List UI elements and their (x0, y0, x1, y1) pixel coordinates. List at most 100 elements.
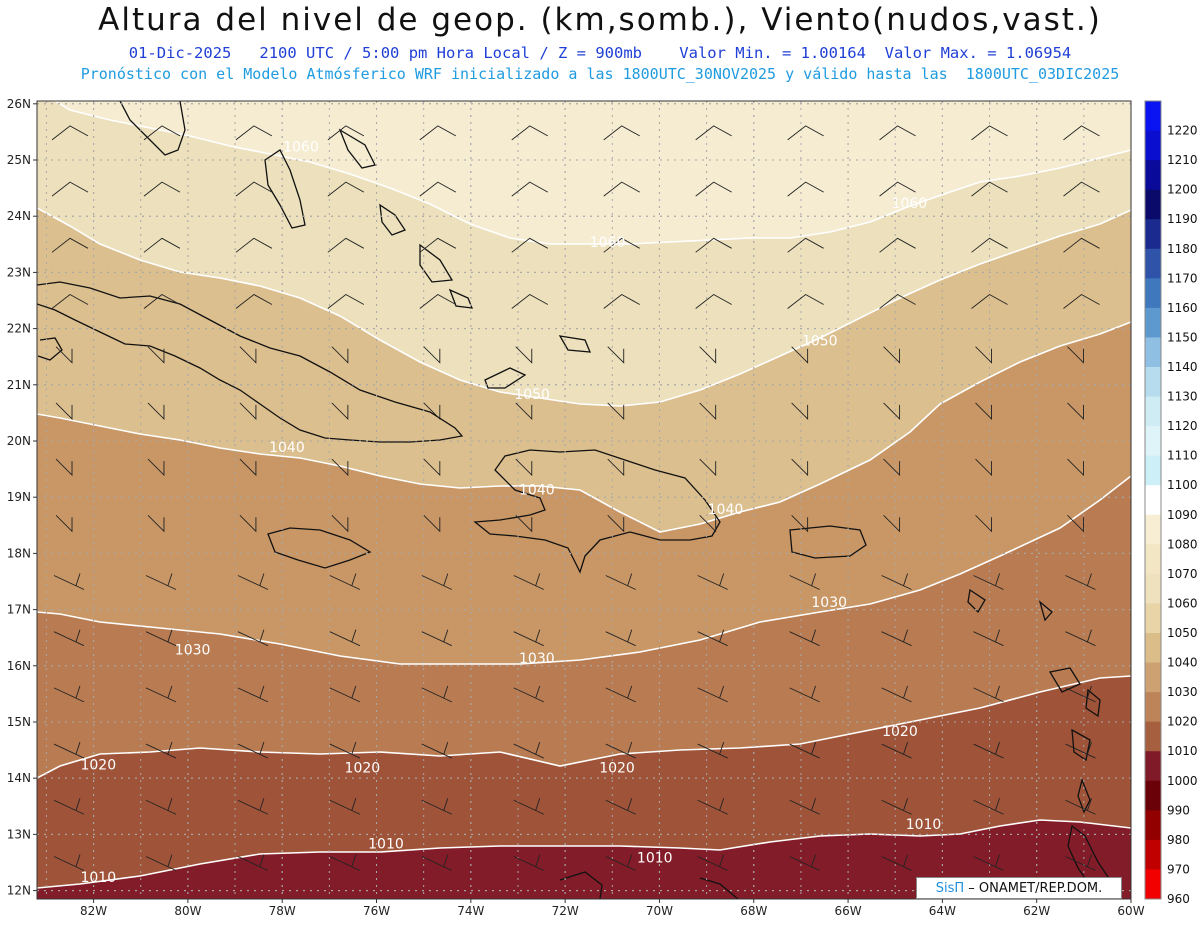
wind-barb (239, 514, 257, 533)
contour-label: 1050 (514, 387, 550, 403)
colorbar-swatch (1145, 219, 1161, 250)
colorbar-swatch (1145, 396, 1161, 427)
colorbar-label: 1170 (1167, 271, 1198, 285)
colorbar-swatch (1145, 337, 1161, 368)
contour-label: 1020 (345, 761, 381, 777)
wind-barb (329, 685, 361, 703)
colorbar-label: 1030 (1167, 685, 1198, 699)
wind-barb (1067, 458, 1084, 477)
map-frame (36, 100, 1132, 900)
wind-barb (605, 854, 636, 871)
wind-barb (695, 237, 732, 253)
colorbar-label: 1000 (1167, 774, 1198, 788)
credit-text: – ONAMET/REP.DOM. (964, 881, 1103, 896)
contour-label: 1020 (599, 761, 635, 777)
lon-tick-label: 74W (457, 904, 484, 918)
wind-barb (881, 854, 912, 871)
wind-barb (515, 346, 533, 364)
contour-label: 1060 (283, 140, 319, 156)
wind-barb (1065, 798, 1096, 815)
colorbar-label: 1020 (1167, 715, 1198, 729)
wind-barb (419, 237, 457, 253)
wind-barb (331, 458, 349, 477)
wind-barb (513, 854, 544, 871)
contour-lines (37, 101, 1131, 889)
wind-barb (147, 458, 165, 477)
wind-barb (145, 629, 177, 647)
contour-labels: 1060 1060 1060 1050 1050 1040 1040 1040 1030 1030… (80, 140, 941, 887)
wind-barb (237, 629, 269, 647)
wind-barb (331, 346, 349, 364)
wind-barb (879, 181, 916, 197)
colorbar-swatch (1145, 869, 1161, 900)
wind-barb (603, 181, 640, 197)
colorbar-label: 1160 (1167, 301, 1198, 315)
wind-barb (787, 237, 824, 253)
wind-barb (607, 346, 625, 364)
wind-barb (55, 346, 73, 364)
wind-barb (53, 573, 85, 590)
lat-tick-label: 16N (7, 659, 31, 673)
wind-barb (511, 181, 548, 197)
wind-barb (239, 346, 257, 364)
wind-barb (881, 741, 912, 759)
colorbar-label: 1090 (1167, 508, 1198, 522)
colorbar-label: 990 (1167, 803, 1190, 817)
wind-barb (605, 685, 636, 703)
wind-barb (1063, 125, 1100, 141)
axis-ticks: 26N 25N 24N 23N 22N 21N 20N 19N 18N 17N 16N 15N 14N 1… (7, 97, 1145, 918)
colorbar-swatch (1145, 101, 1161, 132)
wind-barb (421, 741, 453, 759)
wind-barb (973, 629, 1004, 647)
wind-barb (53, 798, 85, 815)
colorbar-swatch (1145, 278, 1161, 309)
wind-barb (513, 629, 544, 647)
wind-barb (145, 573, 177, 590)
wind-barb (603, 293, 640, 309)
wind-barb (515, 402, 533, 420)
wind-barb (695, 181, 732, 197)
colorbar-label: 1100 (1167, 478, 1198, 492)
wind-barb (143, 125, 181, 141)
wind-barb (237, 741, 269, 759)
wind-barb (1065, 741, 1096, 759)
wind-barb (235, 181, 273, 197)
colorbar-swatch (1145, 426, 1161, 457)
wind-barb (329, 798, 361, 815)
wind-barb (607, 402, 625, 420)
wind-barb (603, 237, 640, 253)
wind-barb (699, 458, 717, 477)
wind-barb (697, 854, 728, 871)
colorbar-swatch (1145, 189, 1161, 220)
wind-barb (327, 181, 365, 197)
wind-barb (695, 293, 732, 309)
credit-box: SisΠ – ONAMET/REP.DOM. (916, 877, 1122, 899)
colorbar-swatch (1145, 160, 1161, 191)
wind-barb (973, 854, 1004, 871)
wind-barb (419, 293, 457, 309)
colorbar-swatch (1145, 455, 1161, 486)
wind-barb (883, 458, 901, 477)
wind-barb (53, 741, 85, 759)
wind-barb (1063, 237, 1100, 253)
wind-barb (975, 514, 992, 533)
colorbar-swatch (1145, 633, 1161, 664)
wind-barb (789, 573, 820, 590)
colorbar-swatch (1145, 544, 1161, 575)
wind-barb (1065, 685, 1096, 703)
lon-tick-label: 62W (1023, 904, 1050, 918)
colorbar-swatch (1145, 603, 1161, 634)
wind-barb (881, 629, 912, 647)
colorbar-swatch (1145, 130, 1161, 161)
band-1000 (37, 820, 1131, 899)
wind-barb (973, 573, 1004, 590)
wind-barb (331, 402, 349, 420)
wind-barb (971, 293, 1008, 309)
lat-tick-label: 15N (7, 715, 31, 729)
lat-tick-label: 13N (7, 827, 31, 841)
valid-time-line: 01-Dic-2025 2100 UTC / 5:00 pm Hora Loca… (128, 44, 1072, 62)
colorbar-swatch (1145, 662, 1161, 693)
lon-tick-label: 80W (174, 904, 201, 918)
colorbar-label: 960 (1167, 892, 1190, 906)
